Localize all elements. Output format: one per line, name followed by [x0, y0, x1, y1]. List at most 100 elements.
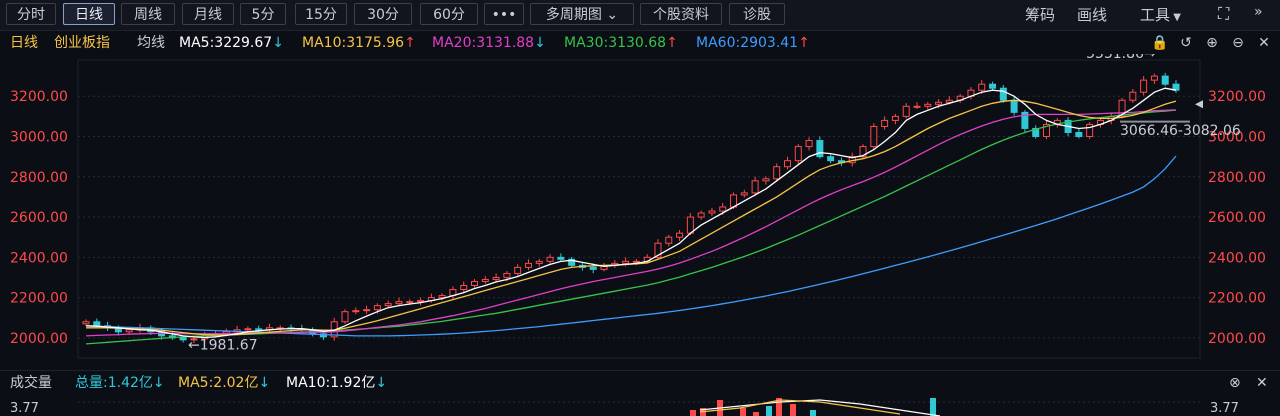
candle-body [719, 206, 727, 212]
period-tab-4[interactable]: 5分 [240, 3, 286, 25]
period-tab-7[interactable]: 60分 [420, 3, 478, 25]
ma30-line [85, 109, 1177, 345]
ma20-value: MA20:3131.88 [432, 35, 535, 51]
caret-down-icon: ▼ [1170, 12, 1181, 23]
candlestick-chart[interactable]: 3200.00 3200.00 3000.00 3000.00 2800.00 2800.… [0, 54, 1280, 364]
candle-body [255, 328, 263, 331]
candle-body [859, 146, 867, 158]
candle-body [492, 276, 500, 280]
tools-label: 工具 [1140, 6, 1171, 24]
candle-body [1021, 111, 1029, 129]
candle-body [935, 101, 943, 105]
y-tick-right: 2200.00 [1208, 291, 1266, 307]
candle-body [352, 310, 360, 313]
candle-body [363, 309, 371, 312]
y-tick-right: 3000.00 [1208, 130, 1266, 146]
candle-body [676, 232, 684, 238]
candle-body [546, 256, 554, 262]
collapse-icon[interactable]: » [1254, 4, 1263, 20]
candle-body [557, 256, 565, 260]
candle-body [471, 280, 479, 287]
candle-body [190, 338, 198, 341]
candle-body [708, 210, 716, 214]
ma60-legend: MA60:2903.41↑ [696, 32, 810, 54]
y-tick-right: 2600.00 [1208, 210, 1266, 226]
ma10-legend: MA10:3175.96↑ [302, 32, 416, 54]
fullscreen-icon[interactable]: ⛶ [1218, 4, 1230, 23]
close-panel-icon[interactable]: ✕ [1258, 35, 1270, 51]
chips-button[interactable]: 筹码 [1025, 6, 1056, 24]
lock-icon[interactable]: 🔒 [1151, 35, 1169, 51]
diagnose-button[interactable]: 诊股 [729, 3, 785, 25]
candle-body [1075, 131, 1083, 138]
draw-line-button[interactable]: 画线 [1077, 6, 1108, 24]
more-button[interactable]: ••• [484, 3, 524, 25]
undo-icon[interactable]: ↺ [1180, 35, 1192, 51]
volume-label: 成交量 [10, 375, 52, 391]
down-arrow-icon: ↓ [258, 375, 271, 391]
multi-period-dropdown[interactable]: 多周期图 ⌄ [530, 3, 634, 25]
period-tab-5[interactable]: 15分 [295, 3, 347, 25]
volume-bar [790, 404, 796, 416]
candle-body [125, 329, 133, 333]
candle-body [622, 260, 630, 264]
stock-info-button[interactable]: 个股资料 [640, 3, 722, 25]
candle-body [373, 305, 381, 311]
down-arrow-icon: ↓ [375, 375, 388, 391]
volume-chart[interactable]: 3.77 3.77 [0, 394, 1280, 416]
period-label: 日线 [10, 35, 38, 51]
candle-body [1032, 127, 1040, 138]
ma20-line [85, 109, 1177, 337]
volume-bar [690, 410, 696, 416]
current-price-marker [1195, 100, 1203, 109]
ma5-legend: MA5:3229.67↓ [179, 32, 284, 54]
period-tab-2[interactable]: 周线 [121, 3, 175, 25]
candle-body [751, 180, 759, 194]
candle-body [632, 260, 640, 263]
candle-body [762, 178, 770, 182]
candle-body [1150, 75, 1158, 81]
volume-axis-label-left: 3.77 [10, 401, 39, 416]
ma10-line [86, 99, 1177, 336]
volume-bar [740, 408, 746, 416]
tools-dropdown[interactable]: 工具 ▼ [1140, 4, 1181, 25]
y-tick-left: 2600.00 [10, 210, 68, 226]
candle-body [816, 140, 824, 158]
candle-body [794, 146, 802, 162]
y-tick-left: 2800.00 [10, 170, 68, 186]
volume-header: 成交量 总量:1.42亿↓ MA5:2.02亿↓ MA10:1.92亿↓ ⊗ ✕ [0, 370, 1280, 395]
candle-body [524, 262, 532, 268]
low-annotation: ←1981.67 [188, 338, 258, 354]
volume-total-value: 总量:1.42亿 [75, 375, 153, 391]
candle-body [989, 83, 997, 89]
period-tab-6[interactable]: 30分 [354, 3, 412, 25]
y-tick-left: 3200.00 [10, 89, 68, 105]
candle-body [1140, 79, 1148, 93]
candle-body [244, 328, 252, 331]
candle-body [1118, 99, 1126, 117]
down-arrow-icon: ↓ [152, 375, 165, 391]
ma5-line [85, 87, 1177, 339]
candle-body [460, 285, 468, 291]
candle-body [406, 301, 414, 304]
close-volume-icon[interactable]: ⊗ [1229, 375, 1241, 391]
period-tab-0[interactable]: 分时 [6, 3, 56, 25]
volume-settings-icon[interactable]: ✕ [1256, 375, 1268, 391]
period-tab-3[interactable]: 月线 [182, 3, 234, 25]
candle-body [1129, 91, 1137, 101]
candle-body [1161, 75, 1169, 85]
zoom-in-icon[interactable]: ⊕ [1206, 35, 1218, 51]
zoom-out-icon[interactable]: ⊖ [1232, 35, 1244, 51]
candle-body [686, 216, 694, 234]
volume-ma5-value: MA5:2.02亿 [178, 375, 259, 391]
ma60-value: MA60:2903.41 [696, 35, 799, 51]
range-annotation: 3066.46-3082.06 [1120, 123, 1241, 139]
volume-ma5: MA5:2.02亿↓ [178, 371, 270, 395]
period-tab-1[interactable]: 日线 [63, 3, 115, 25]
y-tick-left: 3000.00 [10, 130, 68, 146]
candle-body [783, 160, 791, 168]
volume-bar [753, 412, 759, 416]
y-tick-right: 2800.00 [1208, 170, 1266, 186]
chevron-down-icon: ⌄ [606, 7, 619, 23]
volume-bar [766, 406, 772, 416]
